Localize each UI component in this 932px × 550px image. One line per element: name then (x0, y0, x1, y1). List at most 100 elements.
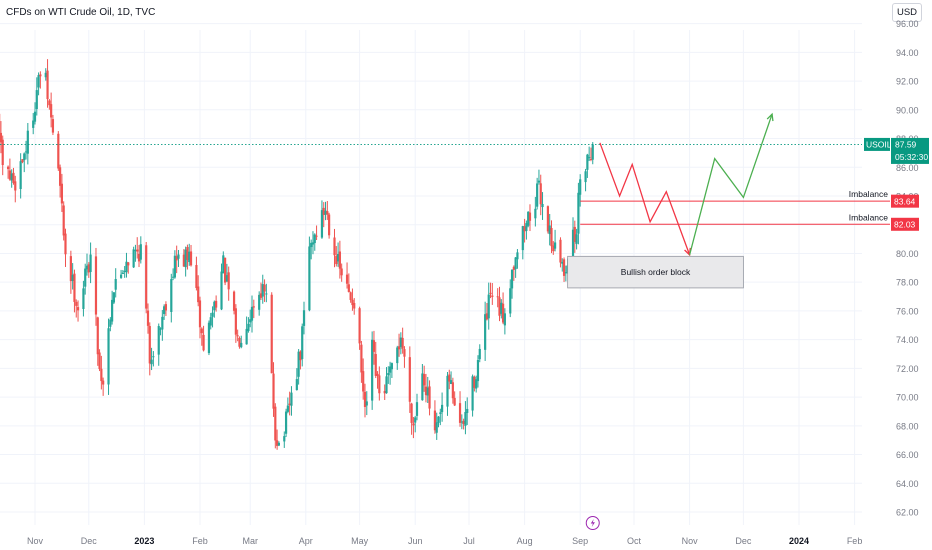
candle-body (591, 144, 594, 160)
candle-body (462, 420, 465, 425)
candle-body (98, 352, 101, 370)
candle-body (10, 173, 13, 181)
x-tick-label: Jun (408, 536, 423, 546)
candle-body (295, 379, 298, 390)
candle-body (284, 411, 288, 434)
candle-body (123, 270, 126, 272)
currency-button[interactable]: USD (892, 3, 922, 22)
candle-body (500, 302, 503, 314)
candle-body (150, 359, 153, 365)
candle-body (460, 421, 463, 423)
price-axis[interactable]: 62.00 64.00 66.00 68.00 70.00 72.00 74.00 76.00… (896, 19, 919, 517)
candle-body (207, 322, 211, 354)
candle-body (200, 328, 203, 334)
projection-arrows[interactable] (599, 112, 774, 257)
candle-body (410, 403, 413, 423)
candle-body (32, 120, 35, 128)
candle-body (276, 440, 279, 446)
countdown-label: 05:32:30 (895, 152, 928, 162)
candle-body (302, 310, 306, 326)
candle-body (326, 211, 329, 215)
x-tick-label: Aug (517, 536, 533, 546)
candle-body (134, 250, 137, 252)
candle-body (548, 225, 551, 235)
candle-body (198, 300, 202, 328)
candle-body (69, 256, 72, 282)
candle-body (509, 288, 512, 314)
candle-body (491, 295, 494, 297)
candle-body (89, 254, 92, 272)
candle-body (270, 294, 273, 374)
candle-body (263, 284, 266, 292)
candle-body (139, 244, 142, 260)
candle-body (145, 245, 148, 309)
candle-body (433, 410, 437, 431)
candle-body (87, 264, 90, 273)
candle-body (589, 159, 593, 161)
candle-body (485, 313, 489, 320)
candle-body (435, 422, 438, 433)
candle-body (322, 207, 325, 215)
price-tags: 83.64 82.03 USOIL 87.59 05:32:30 (864, 137, 929, 231)
candle-body (437, 416, 440, 423)
candle-body (60, 183, 64, 204)
chart-annotations[interactable]: Imbalance Imbalance Bullish order block (0, 144, 890, 289)
candle-body (277, 442, 281, 446)
y-tick-label: 72.00 (896, 364, 919, 374)
candle-body (19, 161, 22, 189)
candle-body (213, 301, 216, 311)
candle-body (125, 261, 128, 273)
candle-body (537, 180, 541, 183)
candle-body (236, 335, 239, 337)
lightning-icon (590, 519, 595, 527)
candle-body (362, 371, 365, 392)
candle-body (466, 408, 469, 413)
candle-body (73, 273, 76, 302)
candle-body (159, 328, 162, 330)
candle-body (363, 391, 367, 407)
candle-body (390, 363, 393, 370)
candle-body (75, 302, 78, 306)
candle-body (225, 275, 228, 282)
candle-body (324, 210, 327, 215)
candle-body (525, 223, 528, 231)
candle-body (111, 299, 114, 322)
candle-body (261, 284, 264, 297)
order-block-label: Bullish order block (621, 267, 691, 277)
candle-body (33, 111, 37, 122)
candle-body (310, 242, 313, 248)
candle-body (186, 247, 189, 260)
candle-body (44, 72, 47, 78)
y-tick-label: 80.00 (896, 249, 919, 259)
candle-body (408, 357, 411, 402)
candle-body (475, 379, 478, 389)
candle-body (299, 351, 302, 361)
candle-body (119, 274, 123, 278)
candle-body (345, 274, 349, 284)
candle-body (188, 251, 191, 263)
time-axis[interactable]: Nov Dec 2023 Feb Mar Apr May Jun Jul Aug Sep Oct Nov… (27, 516, 863, 547)
candle-body (453, 397, 456, 406)
candle-body (476, 359, 480, 382)
imbalance-label: Imbalance (849, 212, 888, 222)
x-tick-label: Feb (847, 536, 863, 546)
candle-body (561, 261, 564, 264)
candle-body (399, 337, 402, 347)
last-price-label: 87.59 (895, 140, 917, 150)
y-tick-label: 70.00 (896, 393, 919, 403)
candle-body (546, 206, 550, 232)
y-tick-label: 64.00 (896, 479, 919, 489)
candle-body (340, 268, 343, 276)
candle-body (383, 390, 386, 394)
candle-body (265, 293, 268, 295)
candle-body (76, 307, 80, 311)
candle-body (209, 317, 212, 326)
candle-body (283, 436, 286, 442)
candle-body (211, 312, 214, 317)
candle-body (240, 342, 243, 348)
candle-body (308, 246, 311, 311)
candle-body (586, 154, 589, 170)
candle-body (215, 300, 218, 308)
candle-body (311, 242, 315, 245)
